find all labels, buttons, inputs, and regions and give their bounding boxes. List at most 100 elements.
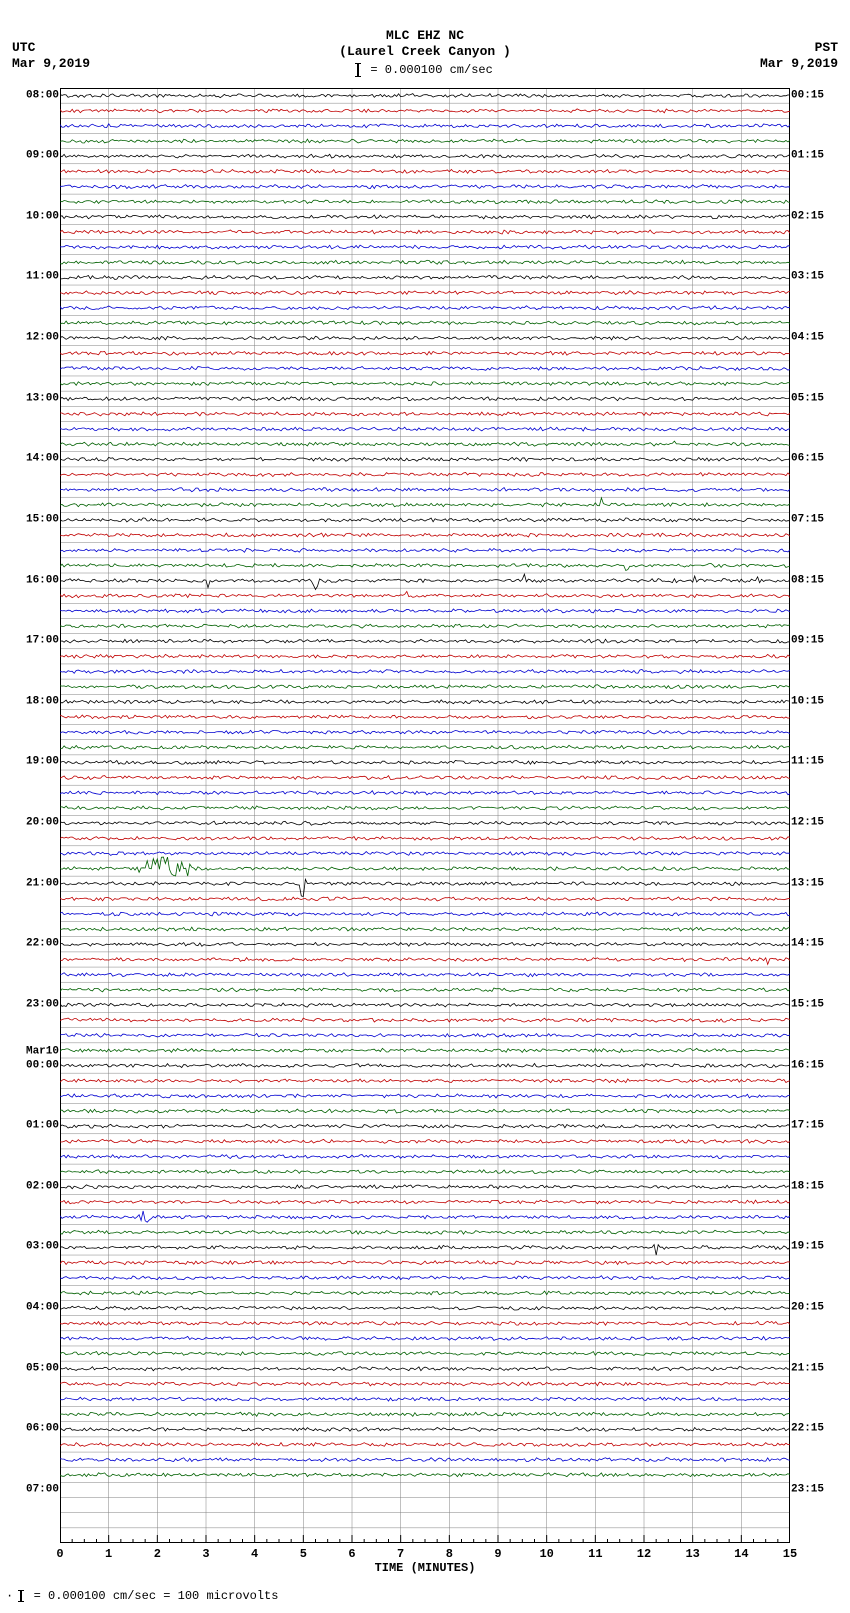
pst-hour-label: 11:15 [791, 757, 846, 768]
seismic-trace [60, 1336, 790, 1340]
seismic-trace [60, 1033, 790, 1037]
seismic-trace [60, 427, 790, 431]
utc-hour-label: 17:00 [4, 636, 59, 647]
seismic-trace [60, 1155, 790, 1159]
xaxis-tick-label: 1 [105, 1547, 112, 1561]
seismic-trace [60, 685, 790, 689]
seismic-trace [60, 1458, 790, 1462]
seismic-trace [60, 1230, 790, 1234]
seismic-trace [60, 700, 790, 704]
seismic-trace [60, 1352, 790, 1356]
seismic-trace [60, 624, 790, 628]
right-timezone: PST [815, 40, 838, 55]
xaxis-tick-label: 2 [154, 1547, 161, 1561]
seismic-trace [60, 1276, 790, 1280]
seismic-trace [60, 230, 790, 234]
seismic-trace [60, 154, 790, 158]
utc-hour-label: 11:00 [4, 272, 59, 283]
seismic-trace [60, 563, 790, 570]
xaxis-tick-label: 0 [56, 1547, 63, 1561]
utc-hour-label: 19:00 [4, 757, 59, 768]
seismic-trace [60, 109, 790, 113]
seismic-trace [60, 776, 790, 780]
seismic-trace [60, 351, 790, 355]
pst-hour-label: 01:15 [791, 151, 846, 162]
utc-hour-label: 02:00 [4, 1181, 59, 1192]
seismic-trace [60, 591, 790, 597]
pst-hour-label: 09:15 [791, 636, 846, 647]
seismic-trace [60, 760, 790, 764]
scale-bar-icon [357, 63, 359, 77]
footer-text: = 0.000100 cm/sec = 100 microvolts [34, 1589, 279, 1603]
xaxis-tick-label: 6 [348, 1547, 355, 1561]
seismic-trace [60, 1109, 790, 1113]
seismic-trace [60, 548, 790, 552]
seismic-trace [60, 200, 790, 204]
seismic-trace [60, 185, 790, 189]
pst-hour-label: 21:15 [791, 1363, 846, 1374]
utc-hour-label: 18:00 [4, 696, 59, 707]
seismogram-plot: 0123456789101112131415 [60, 88, 790, 1543]
footer-scale: · = 0.000100 cm/sec = 100 microvolts [6, 1589, 278, 1603]
seismic-trace [60, 306, 790, 310]
seismic-trace [60, 1428, 790, 1432]
utc-hour-label: 16:00 [4, 575, 59, 586]
seismic-trace [60, 457, 790, 461]
pst-hour-label: 16:15 [791, 1060, 846, 1071]
xaxis-tick-label: 12 [637, 1547, 651, 1561]
right-date: Mar 9,2019 [760, 56, 838, 71]
seismic-trace [60, 1473, 790, 1477]
seismic-trace [60, 488, 790, 492]
seismic-trace [60, 1170, 790, 1174]
xaxis-tick-label: 13 [685, 1547, 699, 1561]
seismic-trace [60, 715, 790, 719]
seismic-trace [60, 473, 790, 477]
xaxis-tick-label: 8 [446, 1547, 453, 1561]
seismic-trace [60, 518, 790, 522]
utc-hour-label: 05:00 [4, 1363, 59, 1374]
utc-hour-label: 21:00 [4, 878, 59, 889]
utc-hour-label: 22:00 [4, 939, 59, 950]
seismic-trace [60, 1261, 790, 1265]
seismic-trace [60, 879, 790, 896]
utc-hour-label: 06:00 [4, 1424, 59, 1435]
xaxis-tick-label: 3 [202, 1547, 209, 1561]
xaxis-tick-label: 11 [588, 1547, 602, 1561]
scale-indicator: = 0.000100 cm/sec [0, 63, 850, 77]
utc-hour-label: 15:00 [4, 514, 59, 525]
footer-prefix: · [6, 1589, 13, 1603]
seismic-trace [60, 1291, 790, 1295]
seismic-trace [60, 912, 790, 916]
seismic-trace [60, 533, 790, 537]
pst-hour-label: 23:15 [791, 1484, 846, 1495]
seismic-trace [60, 366, 790, 370]
seismic-trace [60, 988, 790, 992]
pst-hour-labels: 00:1501:1502:1503:1504:1505:1506:1507:15… [791, 88, 846, 1543]
seismic-trace [60, 654, 790, 658]
seismic-trace [60, 1003, 790, 1007]
pst-hour-label: 03:15 [791, 272, 846, 283]
utc-hour-label: 07:00 [4, 1484, 59, 1495]
seismic-trace [60, 1306, 790, 1310]
utc-hour-label: 04:00 [4, 1303, 59, 1314]
seismic-trace [60, 791, 790, 795]
seismic-trace [60, 1412, 790, 1416]
seismic-trace [60, 498, 790, 507]
seismic-trace [60, 942, 790, 946]
seismic-trace [60, 821, 790, 825]
utc-hour-label: 03:00 [4, 1242, 59, 1253]
left-date: Mar 9,2019 [12, 56, 90, 71]
seismic-trace [60, 169, 790, 173]
seismic-trace [60, 1321, 790, 1325]
seismic-trace [60, 245, 790, 249]
pst-hour-label: 13:15 [791, 878, 846, 889]
seismic-trace [60, 276, 790, 280]
xaxis-tick-label: 4 [251, 1547, 258, 1561]
seismic-trace [60, 215, 790, 219]
pst-hour-label: 18:15 [791, 1181, 846, 1192]
pst-hour-label: 05:15 [791, 393, 846, 404]
pst-hour-label: 22:15 [791, 1424, 846, 1435]
pst-hour-label: 10:15 [791, 696, 846, 707]
seismic-trace [60, 851, 790, 855]
scale-bar-icon [20, 1590, 22, 1602]
